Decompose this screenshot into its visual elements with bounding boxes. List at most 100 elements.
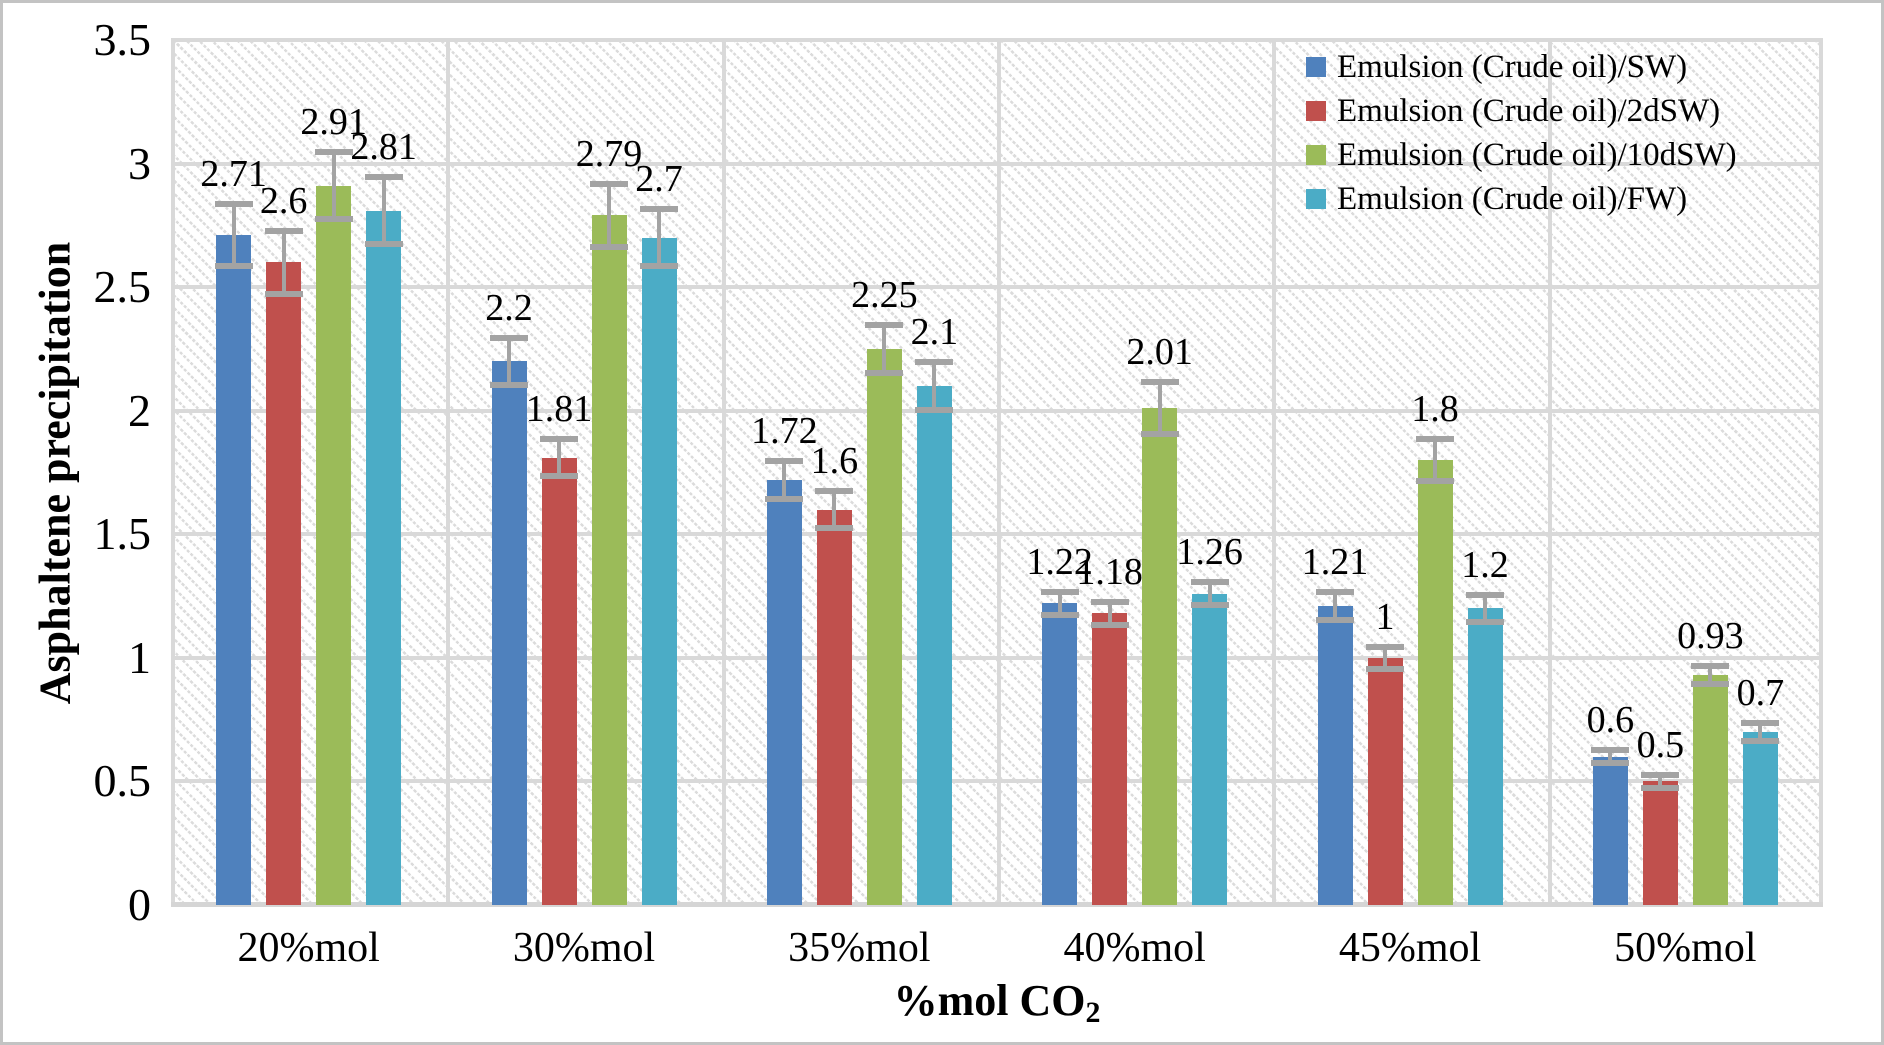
error-bar-line — [607, 183, 611, 248]
error-bar-line — [1107, 601, 1112, 626]
error-bar-cap-bottom — [1416, 478, 1454, 485]
bar-value-label: 2.6 — [259, 180, 308, 223]
error-bar-cap-top — [1641, 772, 1680, 778]
x-tick-label: 50%mol — [1614, 925, 1757, 971]
error-bar-cap-top — [1190, 579, 1229, 586]
error-bar-cap-bottom — [590, 243, 628, 250]
bar — [316, 185, 352, 905]
y-tick-label: 2.5 — [93, 261, 152, 313]
error-bar-cap-bottom — [314, 216, 353, 223]
error-bar-line — [557, 437, 561, 478]
error-bar-line — [281, 230, 286, 295]
legend: Emulsion (Crude oil)/SW) Emulsion (Crude … — [1306, 45, 1737, 221]
bar-value-label: 1.26 — [1176, 531, 1243, 574]
error-bar-cap-top — [915, 359, 954, 366]
error-bar-cap-bottom — [640, 263, 678, 270]
bar-value-label: 1.2 — [1461, 543, 1509, 586]
error-bar-cap-top — [1741, 720, 1780, 727]
error-bar-cap-top — [815, 487, 854, 494]
y-tick-label: 3.5 — [93, 14, 152, 65]
bar-value-label: 1.22 — [1026, 541, 1093, 584]
error-bar-line — [1708, 665, 1713, 686]
bar — [1742, 732, 1778, 905]
bar — [491, 361, 527, 905]
error-bar-cap-top — [314, 149, 353, 156]
bar-value-label: 1.6 — [810, 439, 859, 482]
error-bar-cap-bottom — [1190, 601, 1229, 608]
gridline-vertical — [171, 40, 175, 905]
bar — [266, 262, 302, 905]
error-bar-cap-top — [490, 334, 528, 341]
error-bar-cap-bottom — [1316, 616, 1354, 623]
error-bar-cap-bottom — [214, 263, 253, 270]
y-tick-label: 3 — [128, 137, 151, 189]
error-bar-line — [782, 460, 787, 500]
error-bar-cap-bottom — [1090, 621, 1129, 628]
bar — [1042, 603, 1078, 905]
error-bar-cap-bottom — [765, 495, 804, 502]
error-bar-cap-bottom — [1366, 666, 1404, 673]
error-bar-cap-top — [364, 173, 403, 180]
error-bar-line — [507, 336, 511, 386]
error-bar-line — [1383, 645, 1387, 671]
error-bar-cap-bottom — [1691, 681, 1730, 688]
x-axis-title-subscript: 2 — [1085, 996, 1101, 1030]
bar — [816, 509, 852, 905]
bar — [1317, 605, 1353, 905]
error-bar-line — [932, 361, 937, 411]
bar — [641, 237, 677, 905]
error-bar-cap-bottom — [1641, 784, 1680, 791]
gridline-vertical — [446, 40, 450, 905]
x-tick-label: 40%mol — [1063, 925, 1206, 971]
gridline-vertical — [1272, 40, 1276, 905]
bar-value-label: 1.18 — [1076, 551, 1143, 593]
y-tick-label: 1.5 — [93, 508, 152, 560]
gridline-vertical — [1548, 40, 1552, 905]
error-bar-line — [882, 324, 887, 374]
y-tick-label: 1 — [128, 631, 151, 683]
legend-label: Emulsion (Crude oil)/10dSW) — [1337, 136, 1737, 173]
bar-value-label: 1.8 — [1411, 387, 1459, 430]
x-axis-title: %mol CO2 — [893, 975, 1101, 1030]
error-bar-cap-bottom — [540, 473, 578, 480]
bar-value-label: 2.81 — [350, 125, 417, 168]
error-bar-cap-top — [1416, 435, 1454, 442]
bar-value-label: 2.91 — [300, 101, 367, 144]
error-bar-cap-bottom — [1591, 760, 1630, 767]
gridline-vertical — [722, 40, 726, 905]
bar — [1142, 408, 1178, 905]
bar — [1467, 608, 1503, 905]
error-bar-cap-top — [1140, 379, 1179, 386]
error-bar-cap-top — [865, 322, 904, 329]
error-bar-cap-bottom — [490, 382, 528, 388]
error-bar-cap-top — [1316, 589, 1354, 596]
error-bar-cap-top — [1466, 591, 1504, 598]
legend-label: Emulsion (Crude oil)/SW) — [1337, 48, 1688, 85]
error-bar-cap-top — [1040, 589, 1079, 596]
error-bar-line — [1658, 774, 1663, 789]
bar — [1642, 781, 1678, 905]
gridline-vertical — [1819, 40, 1823, 905]
bar-value-label: 0.93 — [1677, 615, 1744, 658]
bar — [1192, 593, 1228, 905]
error-bar-cap-top — [1591, 747, 1630, 754]
bar-value-label: 2.2 — [485, 286, 533, 329]
bar — [541, 457, 577, 905]
x-tick-label: 30%mol — [512, 925, 656, 971]
x-axis-title-text: %mol CO — [893, 976, 1086, 1025]
bar — [766, 479, 802, 905]
bar-value-label: 1.21 — [1301, 541, 1369, 584]
bar — [1417, 460, 1453, 905]
error-bar-cap-top — [1090, 599, 1129, 605]
error-bar-line — [1057, 591, 1062, 616]
bar — [591, 215, 627, 905]
error-bar-cap-bottom — [865, 369, 904, 376]
x-tick-label: 45%mol — [1338, 925, 1482, 971]
bar-value-label: 1.72 — [751, 410, 818, 453]
x-axis-line — [171, 902, 1823, 907]
error-bar-line — [1157, 381, 1162, 436]
error-bar-cap-bottom — [264, 290, 303, 297]
bar-value-label: 1 — [1375, 595, 1395, 638]
error-bar-cap-top — [214, 201, 253, 208]
